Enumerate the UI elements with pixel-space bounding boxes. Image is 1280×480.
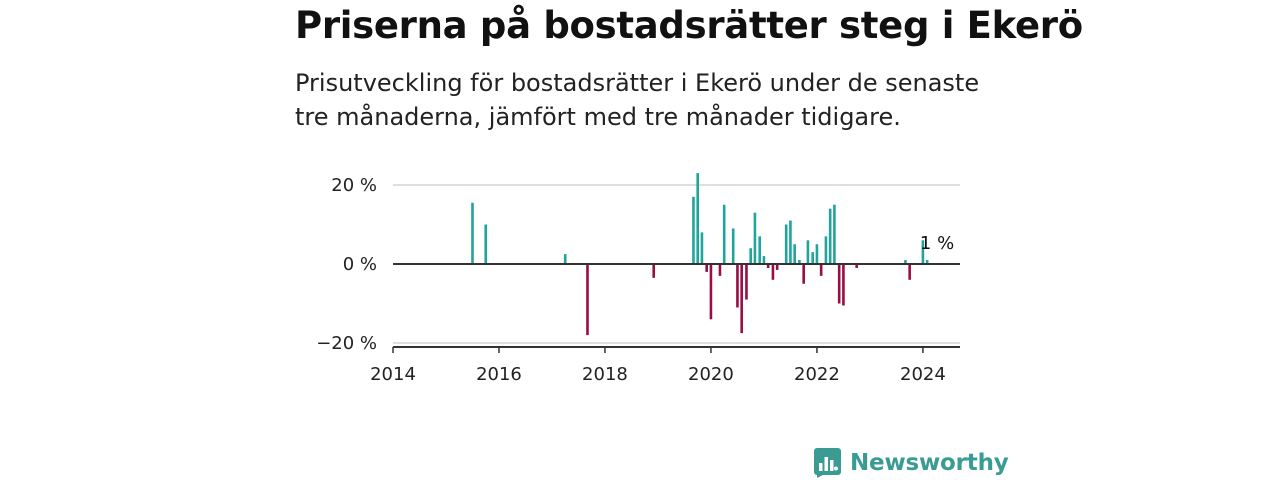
bar <box>925 260 929 264</box>
bar <box>652 264 656 278</box>
bar <box>771 264 775 280</box>
newsworthy-brand-name: Newsworthy <box>850 450 1009 476</box>
bar <box>811 252 814 264</box>
annotations: 1 % <box>920 233 954 254</box>
y-tick-label: 20 % <box>331 175 377 196</box>
bar <box>904 260 907 264</box>
bar <box>705 264 708 272</box>
bar <box>802 264 805 284</box>
bar <box>837 264 841 304</box>
bar <box>586 264 589 336</box>
bar <box>722 204 726 264</box>
bar <box>798 260 801 264</box>
y-axis-labels: 20 % 0 % −20 % <box>316 175 377 354</box>
bar <box>700 232 704 264</box>
bar <box>815 244 819 264</box>
bar-chart: 20 % 0 % −20 % 2014 2016 2018 2020 2022 2024 1 … <box>316 173 960 385</box>
x-tick-label: 2020 <box>688 364 734 385</box>
x-tick-label: 2024 <box>900 364 946 385</box>
bar <box>828 208 832 264</box>
x-tick-label: 2018 <box>582 364 628 385</box>
bars <box>471 173 929 336</box>
bar <box>762 256 766 264</box>
bar <box>789 220 792 264</box>
bar <box>758 236 761 264</box>
bar <box>766 264 770 268</box>
bar <box>775 264 779 270</box>
bar <box>709 264 713 320</box>
y-tick-label: 0 % <box>343 254 377 275</box>
bar <box>921 240 925 264</box>
newsworthy-logo[interactable]: Newsworthy <box>814 446 1009 480</box>
bar <box>740 264 743 334</box>
bar <box>731 228 735 264</box>
last-value-annotation: 1 % <box>920 233 954 254</box>
bar <box>819 264 823 276</box>
bar <box>833 204 836 264</box>
bar <box>842 264 845 306</box>
bar <box>753 212 757 264</box>
bar <box>696 173 699 264</box>
x-tick-label: 2014 <box>370 364 416 385</box>
bar <box>793 244 796 264</box>
bar <box>908 264 911 280</box>
bar <box>824 236 828 264</box>
x-axis: 2014 2016 2018 2020 2022 2024 <box>370 263 960 385</box>
bar <box>563 254 567 265</box>
bar <box>692 196 695 264</box>
bar <box>749 248 752 264</box>
bar <box>736 264 739 308</box>
x-tick-label: 2022 <box>794 364 840 385</box>
bar <box>806 240 810 264</box>
bar <box>471 202 474 264</box>
chart-subtitle: Prisutveckling för bostadsrätter i Ekerö… <box>295 69 980 131</box>
newsworthy-logo-icon <box>814 448 841 478</box>
bar <box>745 264 748 300</box>
chart-title: Priserna på bostadsrätter steg i Ekerö <box>295 4 1083 47</box>
y-tick-label: −20 % <box>316 333 377 354</box>
bar <box>855 264 858 268</box>
gridlines <box>393 184 960 344</box>
x-tick-label: 2016 <box>476 364 522 385</box>
bar <box>784 224 788 264</box>
bar <box>718 264 722 276</box>
bar <box>484 224 488 264</box>
